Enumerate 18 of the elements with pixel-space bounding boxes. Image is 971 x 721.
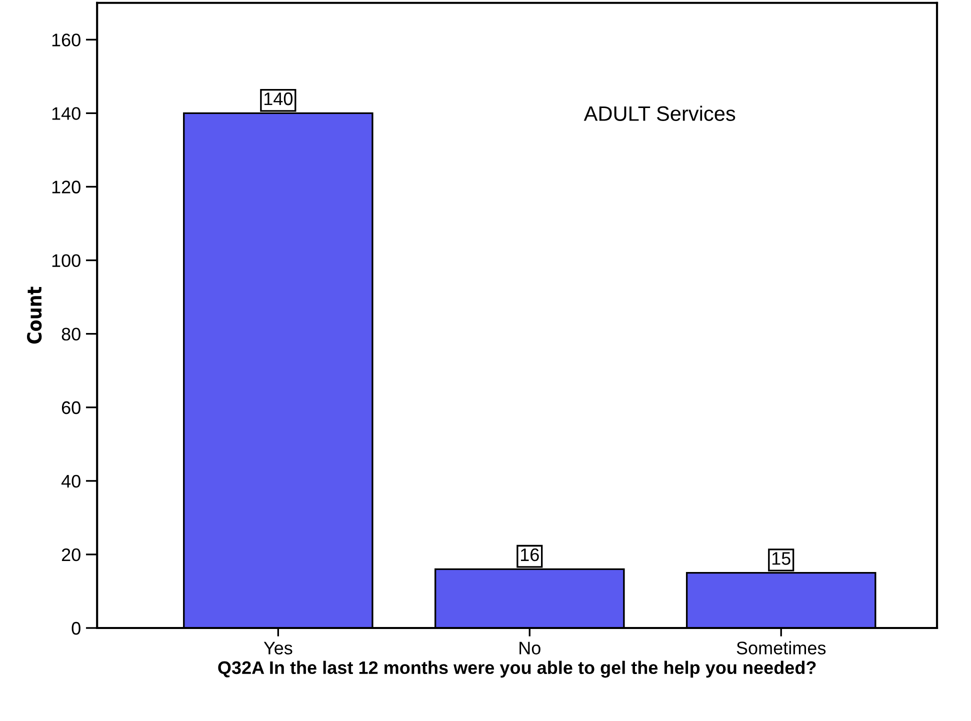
y-axis-title: Count (26, 286, 42, 344)
annotation: ADULT Services (584, 106, 736, 121)
y-tick-label: 20 (62, 548, 80, 562)
y-tick-label: 120 (52, 180, 80, 194)
x-axis-title: Q32A In the last 12 months were you able to gel the help you needed? (218, 660, 816, 678)
y-tick-label: 100 (52, 254, 80, 267)
x-tick-label: No (520, 642, 540, 654)
data-label: 15 (772, 552, 790, 565)
y-tick-label: 160 (52, 34, 80, 46)
y-tick-label: 60 (62, 401, 80, 414)
y-tick-label: 0 (72, 622, 80, 635)
data-label: 16 (520, 548, 539, 562)
x-tick-label: Sometimes (736, 641, 826, 654)
y-tick-label: 40 (61, 474, 80, 488)
y-tick-label: 80 (62, 328, 80, 341)
x-tick-label: Yes (264, 642, 292, 654)
y-tick-label: 140 (52, 107, 80, 120)
data-label: 140 (264, 92, 293, 106)
